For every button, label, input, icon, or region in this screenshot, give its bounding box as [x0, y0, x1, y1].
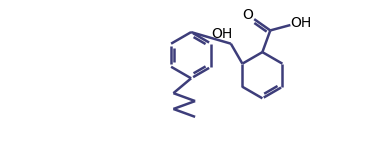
- Text: OH: OH: [290, 16, 311, 30]
- Text: O: O: [243, 8, 254, 22]
- Text: OH: OH: [211, 27, 232, 41]
